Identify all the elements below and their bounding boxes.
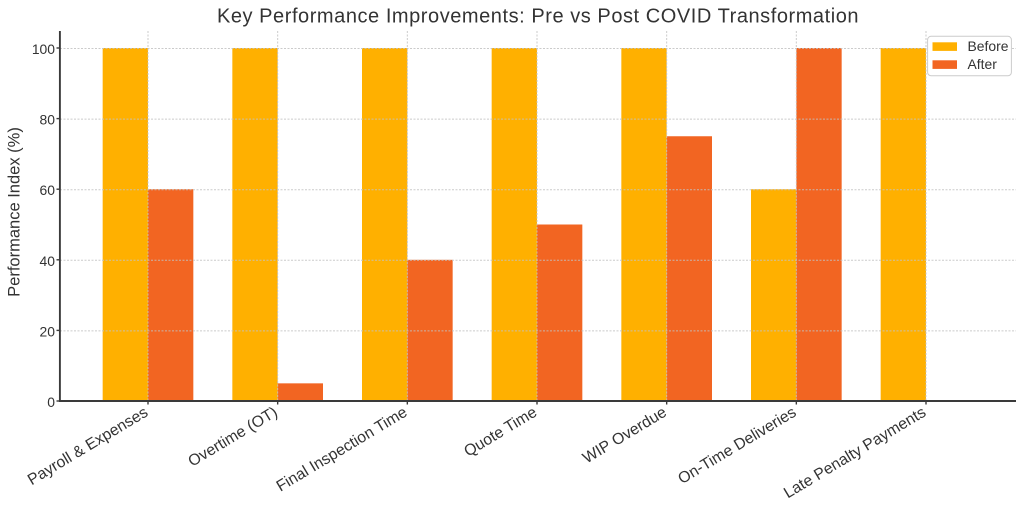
svg-text:20: 20: [40, 323, 56, 339]
svg-text:80: 80: [40, 112, 56, 128]
svg-text:After: After: [968, 56, 998, 72]
svg-text:60: 60: [40, 182, 56, 198]
svg-text:100: 100: [32, 41, 55, 57]
svg-text:40: 40: [40, 253, 56, 269]
svg-text:Performance Index (%): Performance Index (%): [6, 127, 24, 297]
svg-text:0: 0: [47, 394, 55, 410]
svg-text:Key Performance Improvements:: Key Performance Improvements: Pre vs Pos…: [217, 6, 859, 28]
svg-text:Before: Before: [968, 38, 1009, 54]
